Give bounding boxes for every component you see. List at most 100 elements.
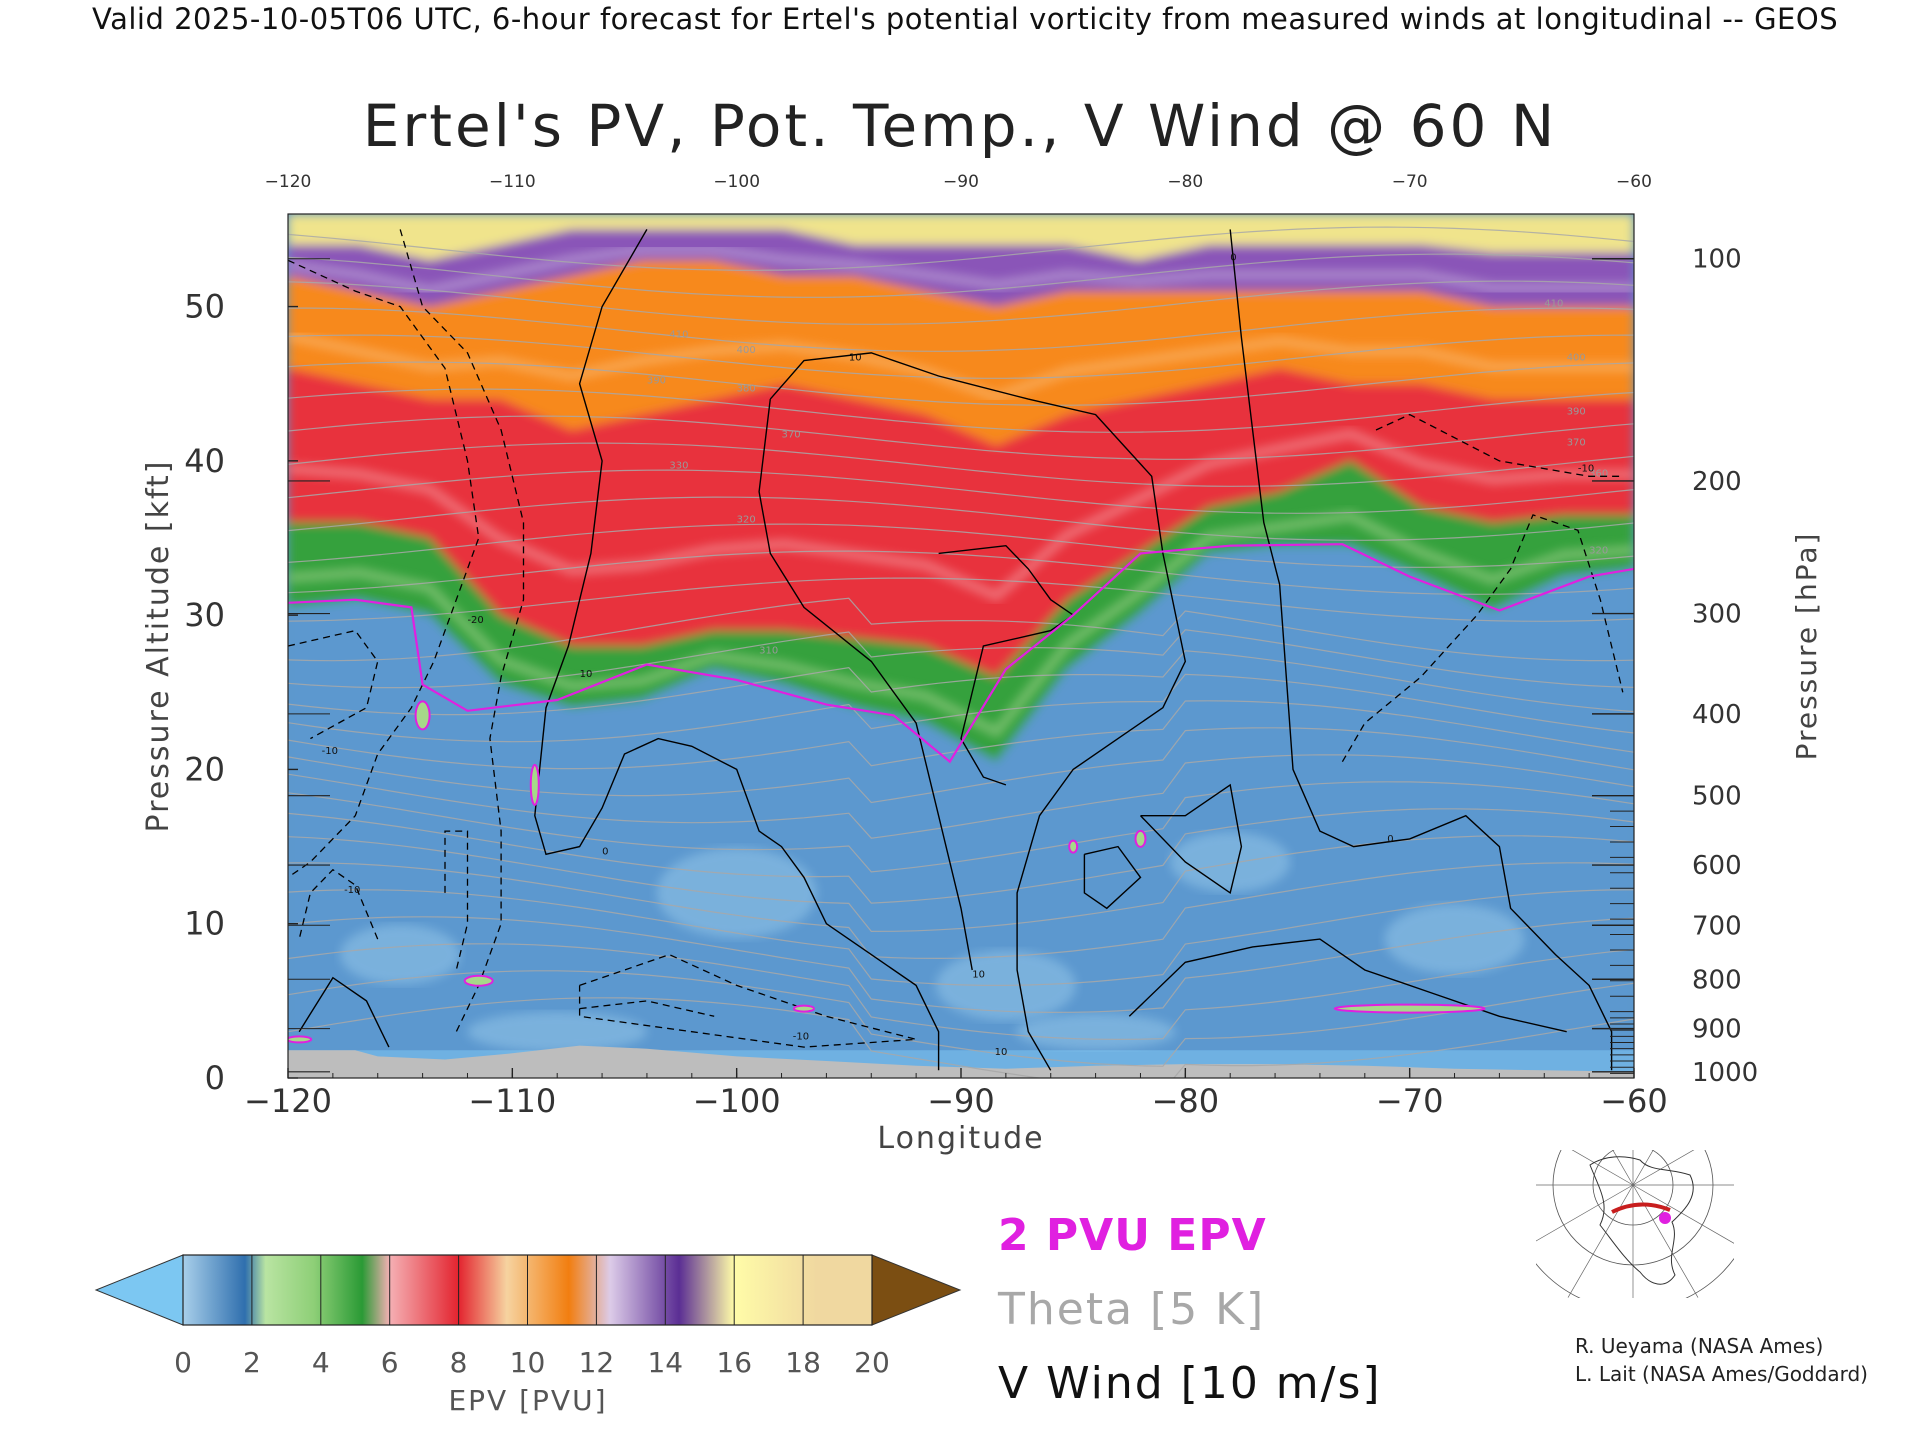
credit-line-2: L. Lait (NASA Ames/Goddard) <box>1575 1362 1868 1386</box>
theta-contour-28 <box>288 253 1634 298</box>
colorbar-tick-label: 0 <box>174 1346 192 1379</box>
x-tick-label: −70 <box>1376 1082 1444 1120</box>
y-tick-label: 40 <box>184 442 225 480</box>
inset-meridian <box>1632 1184 1734 1244</box>
wind-contour-2 <box>758 399 973 971</box>
theta-label-right: 370 <box>1567 437 1586 448</box>
colorbar-tick-label: 20 <box>854 1346 890 1379</box>
theta-label: 320 <box>737 515 756 526</box>
pv-2pvu-blob-1 <box>529 763 540 806</box>
colorbar-tick-label: 18 <box>785 1346 821 1379</box>
inset-meridian <box>1632 1150 1654 1186</box>
legend-pv-contour: 2 PVU EPV <box>998 1210 1267 1261</box>
wind-contour-6 <box>1139 783 1243 895</box>
theta-contour-16 <box>288 577 1634 622</box>
pressure-tick-label: 800 <box>1692 965 1742 995</box>
pv-2pvu-blob-0 <box>414 700 431 731</box>
pressure-tick-label: 500 <box>1692 782 1742 812</box>
y-tick-label: 20 <box>184 750 225 788</box>
trop-patch-3 <box>1170 832 1291 892</box>
theta-contour-13 <box>288 650 1634 716</box>
colorbar-high-arrow <box>871 1254 962 1326</box>
wind-label-3: 10 <box>972 970 985 981</box>
theta-contour-11 <box>288 700 1634 770</box>
theta-contour-24 <box>288 361 1634 406</box>
inset-meridian <box>1612 1150 1634 1186</box>
theta-contour-4 <box>288 889 1634 986</box>
theta-contour-19 <box>288 496 1634 541</box>
theta-label: 310 <box>759 646 778 657</box>
pv-2pvu-blob-5 <box>792 1004 815 1013</box>
axes-layer: −120 −110 −100 −90 −80 −70 −60 −120 −110 −100 −90 −… <box>141 172 1823 1156</box>
trop-patch-6 <box>1015 1013 1176 1050</box>
wind-contour-dashed-1 <box>399 229 525 1032</box>
wind-contour-5 <box>1083 845 1142 910</box>
pressure-tick-label: 900 <box>1692 1015 1742 1045</box>
pressure-tick-label: 200 <box>1692 467 1742 497</box>
inset-meridian <box>1567 1184 1634 1298</box>
terrain <box>288 1045 1634 1078</box>
trop-patch-0 <box>340 924 461 985</box>
wind-contour-4 <box>1229 229 1613 1071</box>
colorbar-tick-label: 14 <box>647 1346 683 1379</box>
wind-contour-7 <box>1128 938 1567 1033</box>
colorbar: 0 2 4 6 8 10 12 14 16 18 20 EPV [PVU] <box>94 1254 962 1417</box>
wind-contour-dashed-3 <box>298 868 379 940</box>
pressure-tick-label: 100 <box>1692 245 1742 275</box>
theta-label-right: 390 <box>1567 407 1586 418</box>
inset-map <box>1536 1150 1734 1298</box>
pressure-tick-label: 300 <box>1692 600 1742 630</box>
theta-contour-12 <box>288 673 1634 743</box>
theta-contour-25 <box>288 334 1634 379</box>
x-tick-label: −110 <box>468 1082 556 1120</box>
x-top-tick-label: −60 <box>1616 172 1652 192</box>
legend-theta-contour: Theta [5 K] <box>998 1284 1266 1335</box>
valid-time-note: Valid 2025-10-05T06 UTC, 6-hour forecast… <box>92 2 1839 36</box>
wind-label-4: 10 <box>995 1047 1008 1058</box>
trop-patch-4 <box>1384 904 1525 975</box>
pressure-tick-label: 700 <box>1692 911 1742 941</box>
pv-stripe-1 <box>288 428 1634 602</box>
pv-2pvu-blob-3 <box>1134 829 1147 848</box>
x-tick-label: −120 <box>244 1082 332 1120</box>
inset-meridian <box>1571 1150 1634 1186</box>
colorbar-tick-label: 12 <box>579 1346 615 1379</box>
x-tick-label: −80 <box>1152 1082 1220 1120</box>
theta-label-right: 320 <box>1589 545 1608 556</box>
inset-marker <box>1659 1212 1671 1224</box>
x-top-tick-label: −70 <box>1392 172 1428 192</box>
chart-title: Ertel's PV, Pot. Temp., V Wind @ 60 N <box>362 92 1558 160</box>
theta-contour-10 <box>288 727 1634 804</box>
y-axis-label-left: Pressure Altitude [kft] <box>141 460 176 833</box>
theta-contour-1 <box>288 970 1634 1067</box>
theta-contour-2 <box>288 943 1634 1041</box>
colorbar-tick-label: 6 <box>381 1346 399 1379</box>
wind-contour-dashed-6 <box>579 1000 715 1017</box>
theta-label: 400 <box>737 345 756 356</box>
contour-layer: 410 400 390 380 370 330 320 310 410 400 390 370 360 3… <box>288 226 1634 1078</box>
y-tick-label: 0 <box>205 1059 225 1097</box>
inset-meridian <box>1632 1150 1695 1186</box>
y-tick-label: 50 <box>184 288 225 326</box>
theta-contour-22 <box>288 415 1634 460</box>
pv-2pvu-contour <box>288 543 1634 764</box>
colorbar-tick-label: 4 <box>312 1346 330 1379</box>
pv-2pvu-blob-7 <box>288 1035 313 1044</box>
y-axis-label-right: Pressure [hPa] <box>1790 532 1823 761</box>
theta-label-right: 360 <box>1589 468 1608 479</box>
theta-contour-9 <box>288 754 1634 839</box>
inset-section-line <box>1611 1202 1671 1214</box>
colorbar-tick-label: 2 <box>243 1346 261 1379</box>
theta-label: 410 <box>669 329 688 340</box>
x-tick-label: −60 <box>1600 1082 1668 1120</box>
y-tick-label: 30 <box>184 596 225 634</box>
theta-contour-21 <box>288 442 1634 487</box>
pressure-tick-label: 1000 <box>1692 1058 1758 1088</box>
pv-2pvu-blob-6 <box>1333 1003 1486 1014</box>
colorbar-tick-label: 8 <box>450 1346 468 1379</box>
wind-contour-dashed-4 <box>444 830 469 971</box>
terrain-mask <box>288 1045 1634 1078</box>
wind-label-0: 10 <box>849 353 862 364</box>
wind-contour-dashed-0 <box>288 259 480 878</box>
theta-contour-29 <box>288 226 1634 271</box>
